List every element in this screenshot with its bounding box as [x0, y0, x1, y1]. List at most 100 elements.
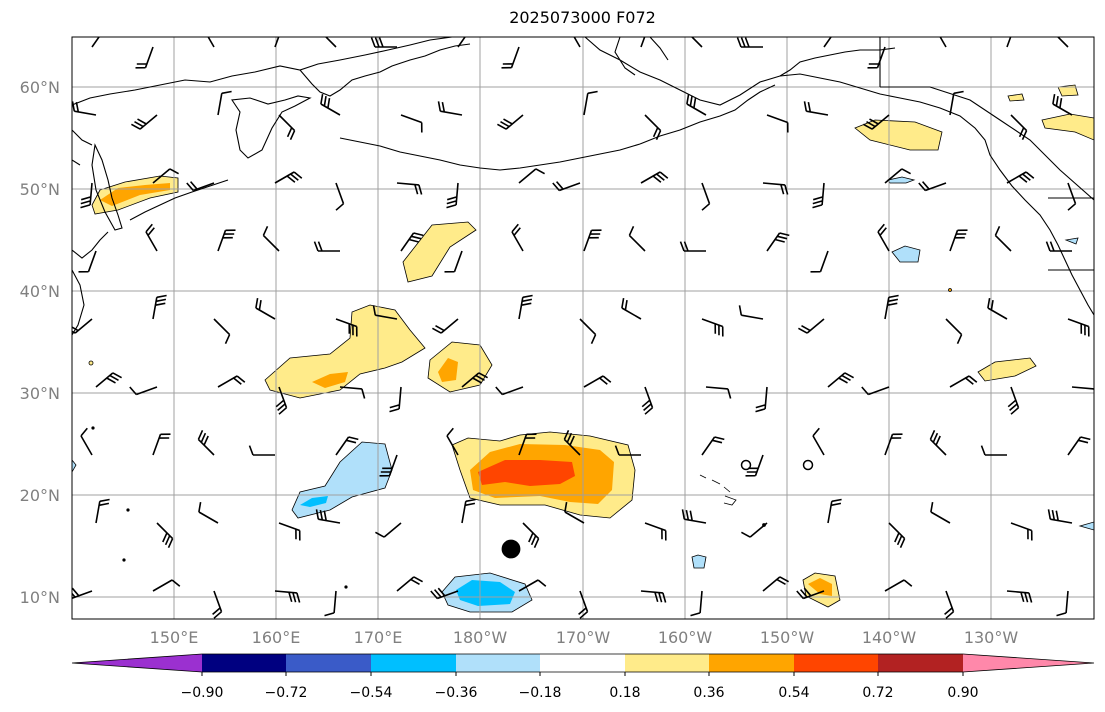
lon-label: 160°E	[252, 628, 301, 647]
wind-barb	[867, 46, 886, 69]
wind-barb	[152, 579, 181, 592]
colorbar-segment	[456, 654, 541, 672]
latitude-labels: 60°N 50°N 40°N 30°N 20°N 10°N	[20, 78, 60, 607]
wind-barb	[701, 318, 724, 337]
lon-label: 150°W	[760, 628, 815, 647]
wind-barb	[400, 232, 424, 252]
wind-barb	[262, 225, 280, 252]
wind-barb	[432, 318, 459, 334]
lat-label: 10°N	[20, 588, 60, 607]
map-title: 2025073000 F072	[509, 8, 656, 27]
wind-barb	[186, 181, 215, 192]
wind-barb	[131, 114, 158, 130]
wind-barb	[80, 182, 93, 209]
wind-barb	[918, 181, 947, 192]
wind-barb	[641, 386, 654, 415]
wind-barb	[315, 509, 341, 524]
wind-barb	[679, 241, 706, 252]
wind-barb	[501, 46, 520, 69]
wind-barb	[446, 427, 459, 456]
wind-barb	[621, 297, 642, 320]
shade-cyan-11n	[456, 580, 515, 606]
colorbar-segment	[625, 654, 710, 672]
wind-barb	[72, 587, 93, 600]
wind-barb	[72, 318, 93, 334]
wind-barb	[217, 375, 246, 388]
wind-barb	[446, 182, 459, 209]
wind-barb	[278, 114, 296, 141]
wind-barb	[400, 114, 423, 133]
lon-label: 140°W	[862, 628, 917, 647]
wind-barb	[278, 522, 301, 541]
wind-barb	[681, 509, 707, 524]
wind-barb	[274, 171, 303, 184]
coast-kurils	[129, 179, 229, 221]
colorbar-segment	[202, 654, 287, 672]
shade-yellow-33n-east	[977, 357, 1037, 382]
wind-barb	[583, 375, 612, 388]
open-circle-marker	[740, 459, 752, 471]
wind-barb	[929, 429, 947, 456]
lat-label: 60°N	[20, 78, 60, 97]
wind-barb	[313, 241, 340, 252]
wind-barb	[930, 501, 951, 524]
lon-label: 150°E	[150, 628, 199, 647]
wind-barb	[579, 318, 597, 345]
wind-barb	[762, 182, 789, 195]
wind-barb	[320, 93, 341, 116]
storm-center-marker	[501, 539, 521, 559]
plot-frame	[71, 36, 1095, 620]
wind-barb	[1067, 182, 1077, 211]
wind-barb	[949, 229, 968, 252]
wind-barb	[1006, 590, 1033, 603]
wind-barb	[495, 386, 524, 396]
wind-barb	[511, 223, 524, 252]
wind-barb	[690, 590, 703, 617]
wind-barb	[274, 590, 301, 603]
small-island	[126, 508, 130, 512]
open-circle-marker	[802, 459, 814, 471]
wind-barb	[563, 429, 581, 456]
colorbar-segment	[709, 654, 795, 672]
coast-bering-strait	[614, 37, 669, 76]
wind-barb	[644, 114, 662, 141]
colorbar-extension-high	[963, 654, 1094, 672]
shade-lightblue-east-43n	[1064, 237, 1079, 245]
islands	[88, 288, 952, 589]
hawaii-islands	[699, 474, 737, 506]
wind-barb	[461, 498, 476, 524]
wind-barb	[1006, 171, 1035, 184]
wind-barb	[945, 318, 963, 345]
wind-barb	[640, 590, 667, 603]
wind-barb	[1010, 522, 1033, 541]
wind-barb	[827, 498, 842, 524]
wind-barb	[994, 225, 1012, 252]
colorbar-segment	[794, 654, 879, 672]
wind-barb	[1067, 318, 1090, 337]
wind-barb	[1067, 436, 1091, 456]
wind-barbs	[72, 37, 1094, 619]
lat-label: 50°N	[20, 180, 60, 199]
colorbar-segment	[286, 654, 372, 672]
wind-barb	[766, 114, 789, 133]
wind-barb	[522, 522, 540, 549]
wind-barb	[701, 182, 711, 211]
longitude-labels: 150°E 160°E 170°E 180°W 170°W 160°W 150°…	[150, 628, 1019, 647]
wind-barb	[255, 297, 276, 320]
coast-alaska-peninsula	[639, 84, 776, 145]
shade-orange-31n	[438, 358, 458, 382]
wind-barb	[78, 250, 97, 273]
lon-label: 170°W	[556, 628, 611, 647]
wind-barb	[705, 386, 732, 399]
wind-barb	[152, 433, 171, 456]
colorbar-extension-low	[72, 654, 202, 672]
shade-yellow-62n-small	[1007, 93, 1025, 102]
wind-barb	[1047, 509, 1073, 524]
wind-barb	[686, 93, 707, 116]
lon-label: 160°W	[658, 628, 713, 647]
wind-barb	[861, 386, 890, 396]
wind-barb	[1056, 37, 1069, 48]
small-island	[948, 288, 952, 292]
shade-yellow-35n	[264, 304, 426, 399]
coast-alaska-interior	[779, 47, 896, 77]
